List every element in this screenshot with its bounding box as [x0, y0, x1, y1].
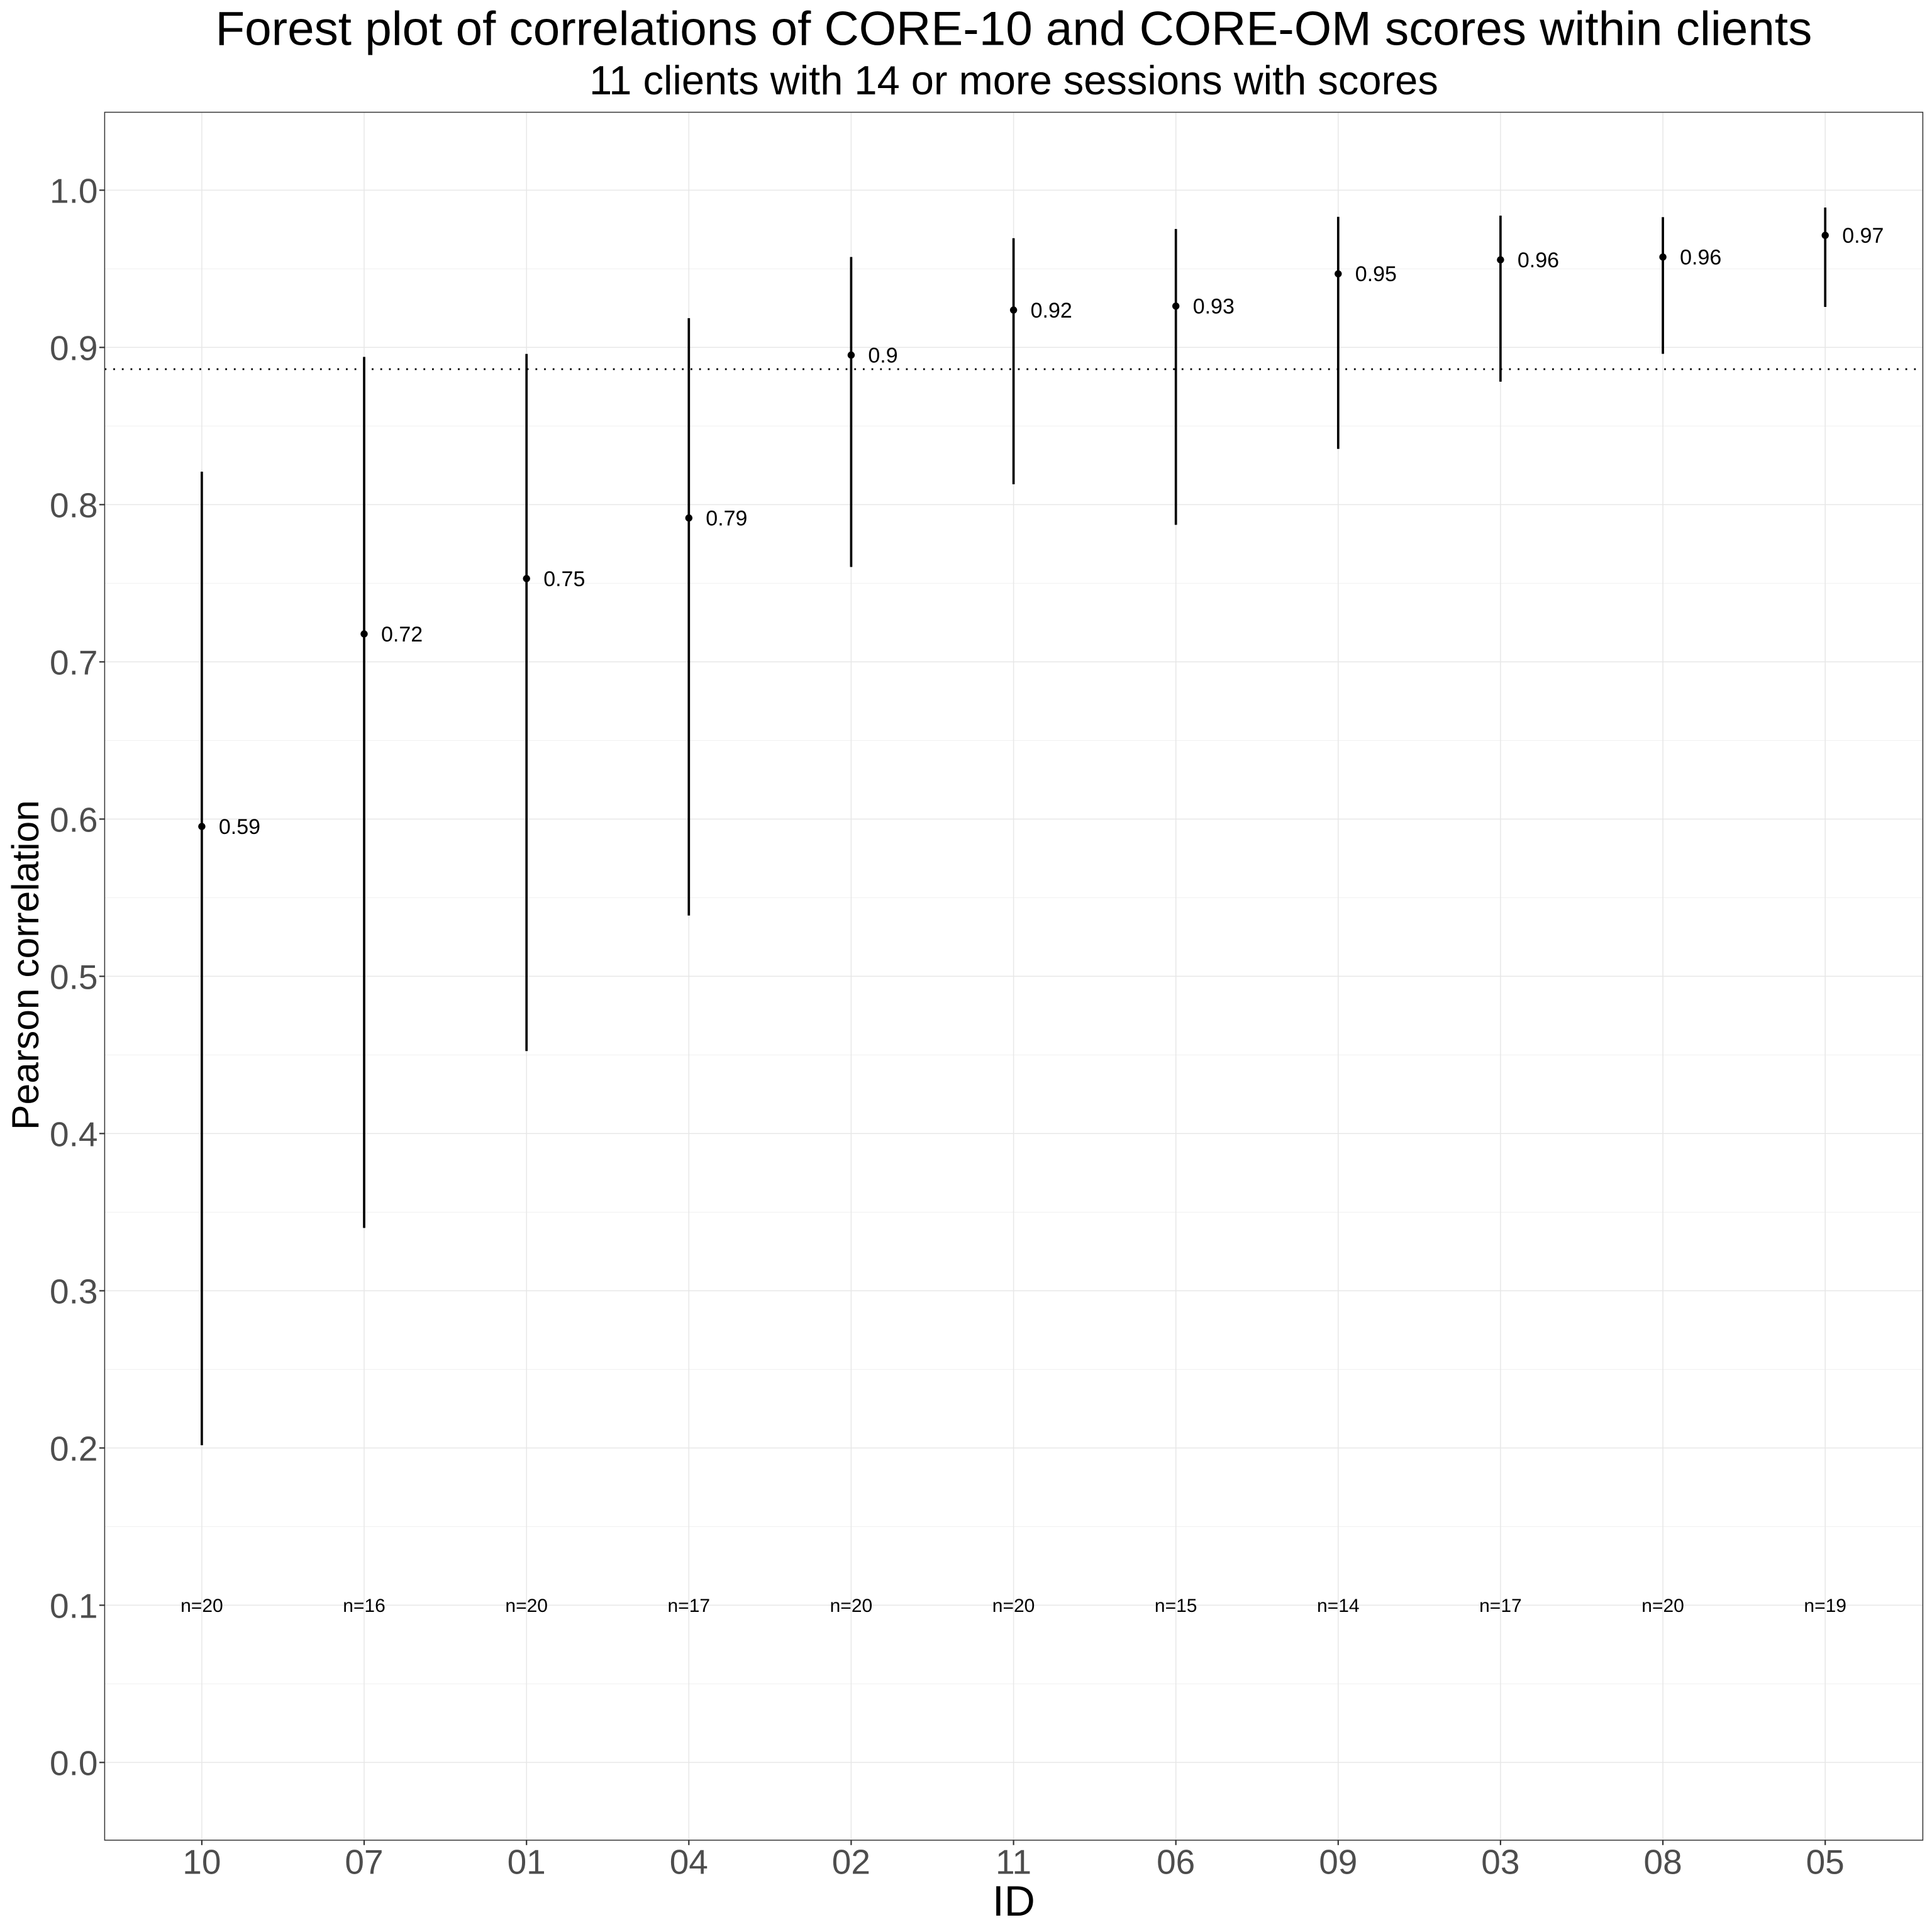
svg-text:n=19: n=19: [1804, 1596, 1846, 1616]
svg-text:n=20: n=20: [180, 1596, 223, 1616]
svg-text:07: 07: [345, 1842, 383, 1881]
svg-text:0.59: 0.59: [219, 815, 260, 839]
svg-text:n=15: n=15: [1155, 1596, 1197, 1616]
svg-text:0.92: 0.92: [1031, 299, 1072, 323]
svg-text:n=20: n=20: [505, 1596, 548, 1616]
svg-text:0.0: 0.0: [50, 1744, 97, 1783]
svg-text:02: 02: [832, 1842, 870, 1881]
svg-text:09: 09: [1319, 1842, 1357, 1881]
svg-text:08: 08: [1644, 1842, 1682, 1881]
svg-text:n=20: n=20: [830, 1596, 873, 1616]
svg-text:n=20: n=20: [992, 1596, 1035, 1616]
svg-text:0.8: 0.8: [50, 486, 97, 525]
svg-text:10: 10: [182, 1842, 221, 1881]
svg-text:0.97: 0.97: [1842, 224, 1884, 248]
svg-text:n=16: n=16: [343, 1596, 386, 1616]
svg-text:0.4: 0.4: [50, 1115, 97, 1154]
svg-text:0.6: 0.6: [50, 801, 97, 840]
svg-text:0.2: 0.2: [50, 1430, 97, 1468]
svg-text:0.3: 0.3: [50, 1272, 97, 1311]
svg-text:01: 01: [508, 1842, 546, 1881]
svg-text:n=17: n=17: [1479, 1596, 1522, 1616]
svg-text:n=17: n=17: [668, 1596, 711, 1616]
svg-text:0.72: 0.72: [381, 623, 423, 647]
svg-text:0.96: 0.96: [1680, 246, 1721, 270]
svg-text:04: 04: [670, 1842, 708, 1881]
svg-text:Forest plot of correlations of: Forest plot of correlations of CORE-10 a…: [216, 3, 1813, 56]
svg-text:Pearson correlation: Pearson correlation: [4, 800, 47, 1130]
svg-text:11: 11: [996, 1842, 1031, 1881]
svg-text:0.5: 0.5: [50, 958, 97, 997]
svg-text:06: 06: [1157, 1842, 1195, 1881]
svg-text:11 clients with 14 or more ses: 11 clients with 14 or more sessions with…: [589, 57, 1438, 103]
svg-text:0.95: 0.95: [1355, 262, 1397, 286]
svg-text:0.9: 0.9: [868, 343, 897, 367]
svg-text:0.7: 0.7: [50, 643, 97, 682]
svg-text:03: 03: [1481, 1842, 1519, 1881]
svg-text:05: 05: [1806, 1842, 1845, 1881]
svg-text:0.79: 0.79: [706, 506, 747, 530]
svg-text:n=14: n=14: [1317, 1596, 1360, 1616]
svg-text:0.75: 0.75: [543, 567, 585, 591]
svg-text:ID: ID: [992, 1877, 1035, 1925]
svg-text:0.1: 0.1: [50, 1587, 97, 1626]
svg-text:1.0: 1.0: [50, 172, 97, 211]
svg-text:0.93: 0.93: [1193, 295, 1235, 319]
svg-text:n=20: n=20: [1641, 1596, 1684, 1616]
svg-text:0.96: 0.96: [1518, 248, 1559, 272]
svg-text:0.9: 0.9: [50, 329, 97, 368]
